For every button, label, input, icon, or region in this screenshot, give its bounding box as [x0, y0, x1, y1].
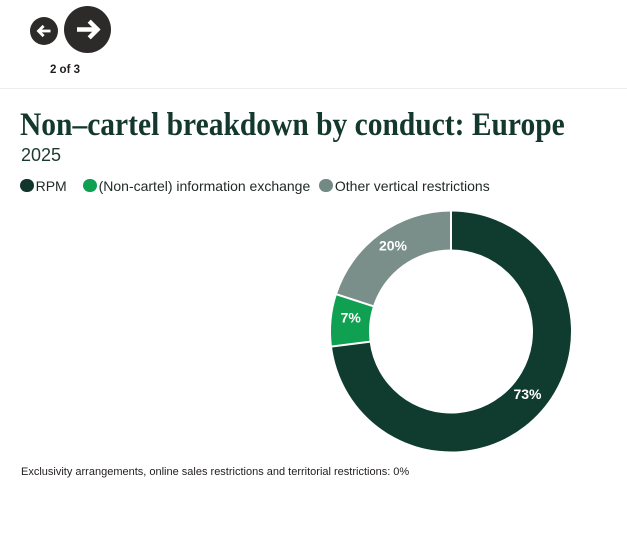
svg-text:7%: 7%	[341, 310, 362, 326]
svg-text:20%: 20%	[379, 238, 408, 254]
svg-text:73%: 73%	[513, 386, 542, 402]
